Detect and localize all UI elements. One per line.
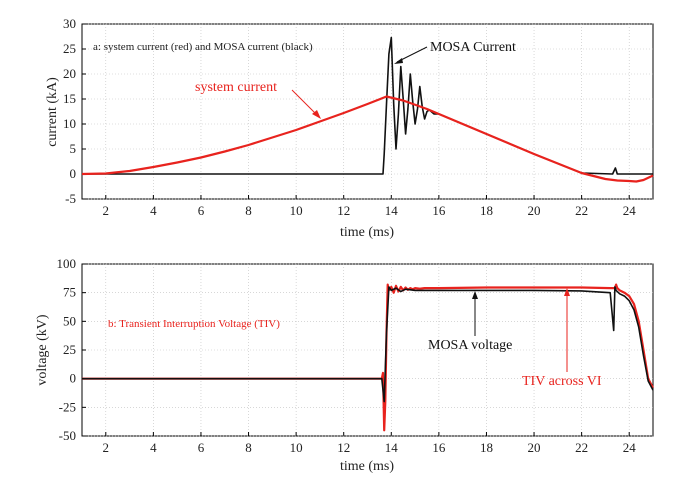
bottom-tiv-label: TIV across VI	[522, 374, 602, 389]
top-axes-box	[81, 23, 654, 200]
top-mosa-label: MOSA Current	[430, 40, 516, 55]
top-xtick-label: 14	[385, 203, 399, 218]
bottom-ytick-label: -50	[59, 428, 76, 443]
top-annotation-arrows	[291, 46, 428, 119]
top-xtick-label: 10	[290, 203, 303, 218]
top-xtick-label: 22	[575, 203, 588, 218]
top-xtick-label: 4	[150, 203, 157, 218]
bottom-xtick-label: 8	[245, 440, 252, 455]
bottom-xtick-label: 22	[575, 440, 588, 455]
bottom-series-mosa-voltage	[82, 286, 654, 403]
top-ytick-label: 30	[63, 16, 76, 31]
top-series-system-current	[81, 95, 654, 183]
top-xtick-label: 20	[528, 203, 541, 218]
top-xtick-label: 16	[432, 203, 446, 218]
bottom-ytick-label: 75	[63, 285, 76, 300]
bottom-ytick-label: 25	[63, 342, 76, 357]
bottom-ytick-label: 100	[57, 256, 77, 271]
bottom-xtick-label: 12	[337, 440, 350, 455]
arrow-system-current-head	[312, 110, 321, 119]
top-ylabel: current (kA)	[45, 77, 60, 147]
bottom-ytick-label: 50	[63, 313, 76, 328]
bottom-xtick-label: 20	[528, 440, 541, 455]
top-xtick-label: 24	[623, 203, 637, 218]
bottom-xlabel: time (ms)	[340, 459, 394, 474]
top-series-layer	[81, 36, 654, 183]
bottom-xtick-label: 16	[432, 440, 446, 455]
top-ytick-label: 20	[63, 66, 76, 81]
arrow-tiv-head	[564, 288, 570, 296]
bottom-annotation-arrows	[472, 288, 570, 372]
top-ytick-label: 25	[63, 41, 76, 56]
top-xlabel: time (ms)	[340, 225, 394, 240]
bottom-ytick-label: -25	[59, 399, 76, 414]
top-ytick-label: 10	[63, 116, 76, 131]
top-xtick-label: 6	[198, 203, 205, 218]
top-xtick-label: 18	[480, 203, 493, 218]
top-xtick-label: 8	[245, 203, 252, 218]
top-caption: a: system current (red) and MOSA current…	[93, 41, 313, 53]
top-ytick-label: 15	[63, 91, 76, 106]
top-ytick-label: -5	[65, 191, 76, 206]
top-xtick-label: 2	[103, 203, 110, 218]
top-ytick-label: 5	[70, 141, 77, 156]
bottom-xtick-label: 6	[198, 440, 205, 455]
bottom-series-layer	[82, 283, 654, 432]
bottom-series-tiv-across-vi	[82, 283, 654, 432]
top-xtick-label: 12	[337, 203, 350, 218]
top-ytick-label: 0	[70, 166, 77, 181]
bottom-ytick-label: 0	[70, 371, 77, 386]
bottom-xtick-label: 2	[103, 440, 110, 455]
bottom-xtick-label: 24	[623, 440, 637, 455]
arrow-mosa-voltage-head	[472, 291, 478, 299]
bottom-xtick-label: 10	[290, 440, 303, 455]
top-system-label: system current	[195, 80, 277, 95]
bottom-mosa-label: MOSA voltage	[428, 338, 512, 353]
bottom-xtick-label: 4	[150, 440, 157, 455]
bottom-caption: b: Transient Interruption Voltage (TIV)	[108, 318, 280, 330]
arrow-mosa-current-head	[394, 58, 403, 64]
bottom-xtick-label: 18	[480, 440, 493, 455]
bottom-xtick-label: 14	[385, 440, 399, 455]
arrow-system-current	[291, 89, 319, 117]
bottom-ylabel: voltage (kV)	[35, 314, 50, 385]
